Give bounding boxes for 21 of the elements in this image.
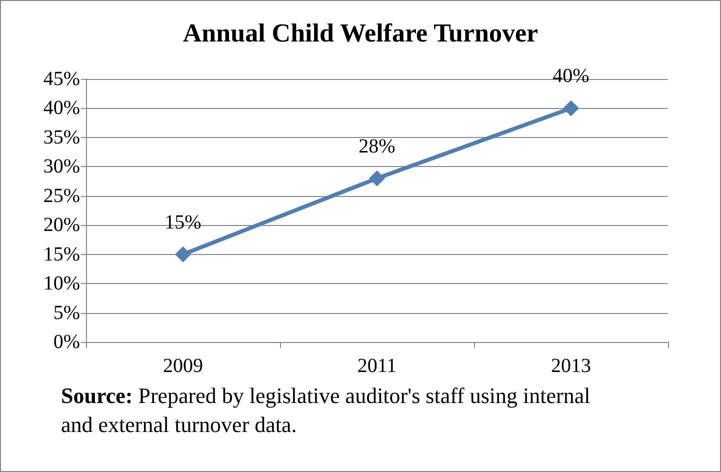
point — [563, 100, 579, 116]
x-tick-label: 2009 — [163, 355, 203, 377]
point — [175, 246, 191, 262]
y-tick-label: 30% — [43, 156, 80, 178]
y-tick-label: 10% — [43, 272, 80, 295]
data-label: 40% — [552, 65, 590, 88]
y-tick-label: 0% — [53, 331, 80, 353]
x-tick-label: 2013 — [551, 355, 591, 377]
data-label: 15% — [164, 211, 202, 234]
source-note: Source: Prepared by legislative auditor's staff using internal and external turnover data. — [61, 382, 592, 439]
chart-title: Annual Child Welfare Turnover — [182, 18, 538, 48]
y-tick-label: 45% — [43, 68, 80, 90]
y-tick-label: 15% — [43, 243, 80, 266]
y-tick-label: 40% — [43, 97, 80, 120]
y-tick-label: 25% — [43, 184, 80, 207]
point — [369, 170, 385, 186]
y-tick-label: 5% — [53, 302, 80, 324]
x-tick-label: 2011 — [357, 355, 397, 377]
y-tick-label: 20% — [43, 214, 80, 236]
y-tick-label: 35% — [43, 126, 80, 148]
data-label: 28% — [358, 135, 396, 158]
